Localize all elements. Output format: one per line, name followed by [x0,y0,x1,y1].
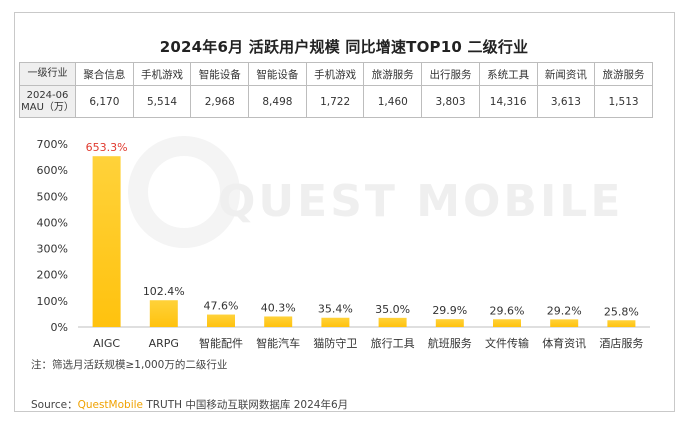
y-tick-label: 700% [37,138,68,151]
chart-title: 2024年6月 活跃用户规模 同比增速TOP10 二级行业 [159,38,529,56]
x-tick-label: 猫防守卫 [313,336,357,350]
x-tick-label: AIGC [93,337,120,350]
y-tick-label: 100% [37,295,68,308]
source-prefix: Source： [31,399,78,411]
y-tick-label: 500% [37,190,68,203]
data-label: 40.3% [261,301,296,314]
y-tick-label: 0% [51,321,68,334]
mau-cell: 1,513 [594,85,653,118]
x-tick-label: 智能汽车 [256,336,300,350]
mau-row-header: 2024-06 MAU（万） [19,85,76,118]
source-line: Source：QuestMobile TRUTH 中国移动互联网数据库 2024… [31,397,348,412]
data-label: 653.3% [86,141,128,154]
industry-cell: 出行服务 [421,62,480,86]
mau-cell: 1,722 [305,85,365,118]
y-tick-label: 200% [37,269,68,282]
bar [92,156,121,327]
footnote: 注：筛选月活跃规模≥1,000万的二级行业 [31,359,228,371]
source-suffix: TRUTH 中国移动互联网数据库 2024年6月 [143,399,349,411]
mau-cell: 5,514 [132,85,192,118]
bar [207,314,235,327]
x-tick-label: ARPG [149,337,179,350]
data-label: 25.8% [604,305,639,318]
mau-cell: 6,170 [75,85,134,118]
mau-row-header-line2: MAU（万） [21,101,74,113]
mau-table: 一级行业 聚合信息 手机游戏 智能设备 智能设备 手机游戏 旅游服务 出行服务 … [19,62,653,118]
bar [264,316,293,327]
data-label: 29.2% [547,304,582,317]
source-brand: QuestMobile [77,399,143,411]
y-tick-label: 300% [37,243,68,256]
mau-cell: 3,803 [421,85,480,118]
bar [607,320,636,327]
x-tick-label: 旅行工具 [371,336,415,350]
mau-row: 2024-06 MAU（万） 6,170 5,514 2,968 8,498 1… [19,85,653,118]
industry-cell: 旅游服务 [363,62,423,86]
data-label: 35.4% [318,303,353,316]
mau-row-header-line1: 2024-06 [26,89,69,101]
mau-cell: 2,968 [190,85,250,118]
x-tick-label: 航班服务 [428,336,472,350]
data-label: 102.4% [143,285,185,298]
x-tick-label: 文件传输 [485,336,529,350]
x-tick-label: 智能配件 [199,336,243,350]
watermark-text: QUEST MOBILE [218,176,624,227]
data-label: 35.0% [375,303,410,316]
industry-cell: 智能设备 [190,62,250,86]
mau-cell: 8,498 [248,85,307,118]
mau-cell: 1,460 [363,85,423,118]
data-label: 29.9% [432,304,467,317]
bar [550,319,579,327]
bar [149,300,178,327]
data-label: 29.6% [490,304,525,317]
bar [378,317,407,327]
y-tick-label: 600% [37,164,68,177]
y-tick-label: 400% [37,216,68,229]
bar [493,319,521,327]
data-label: 47.6% [204,300,239,313]
x-tick-label: 酒店服务 [599,336,643,350]
bar [321,317,350,327]
x-tick-label: 体育资讯 [542,336,586,350]
industry-cell: 新闻资讯 [536,62,596,86]
bar [435,319,464,327]
